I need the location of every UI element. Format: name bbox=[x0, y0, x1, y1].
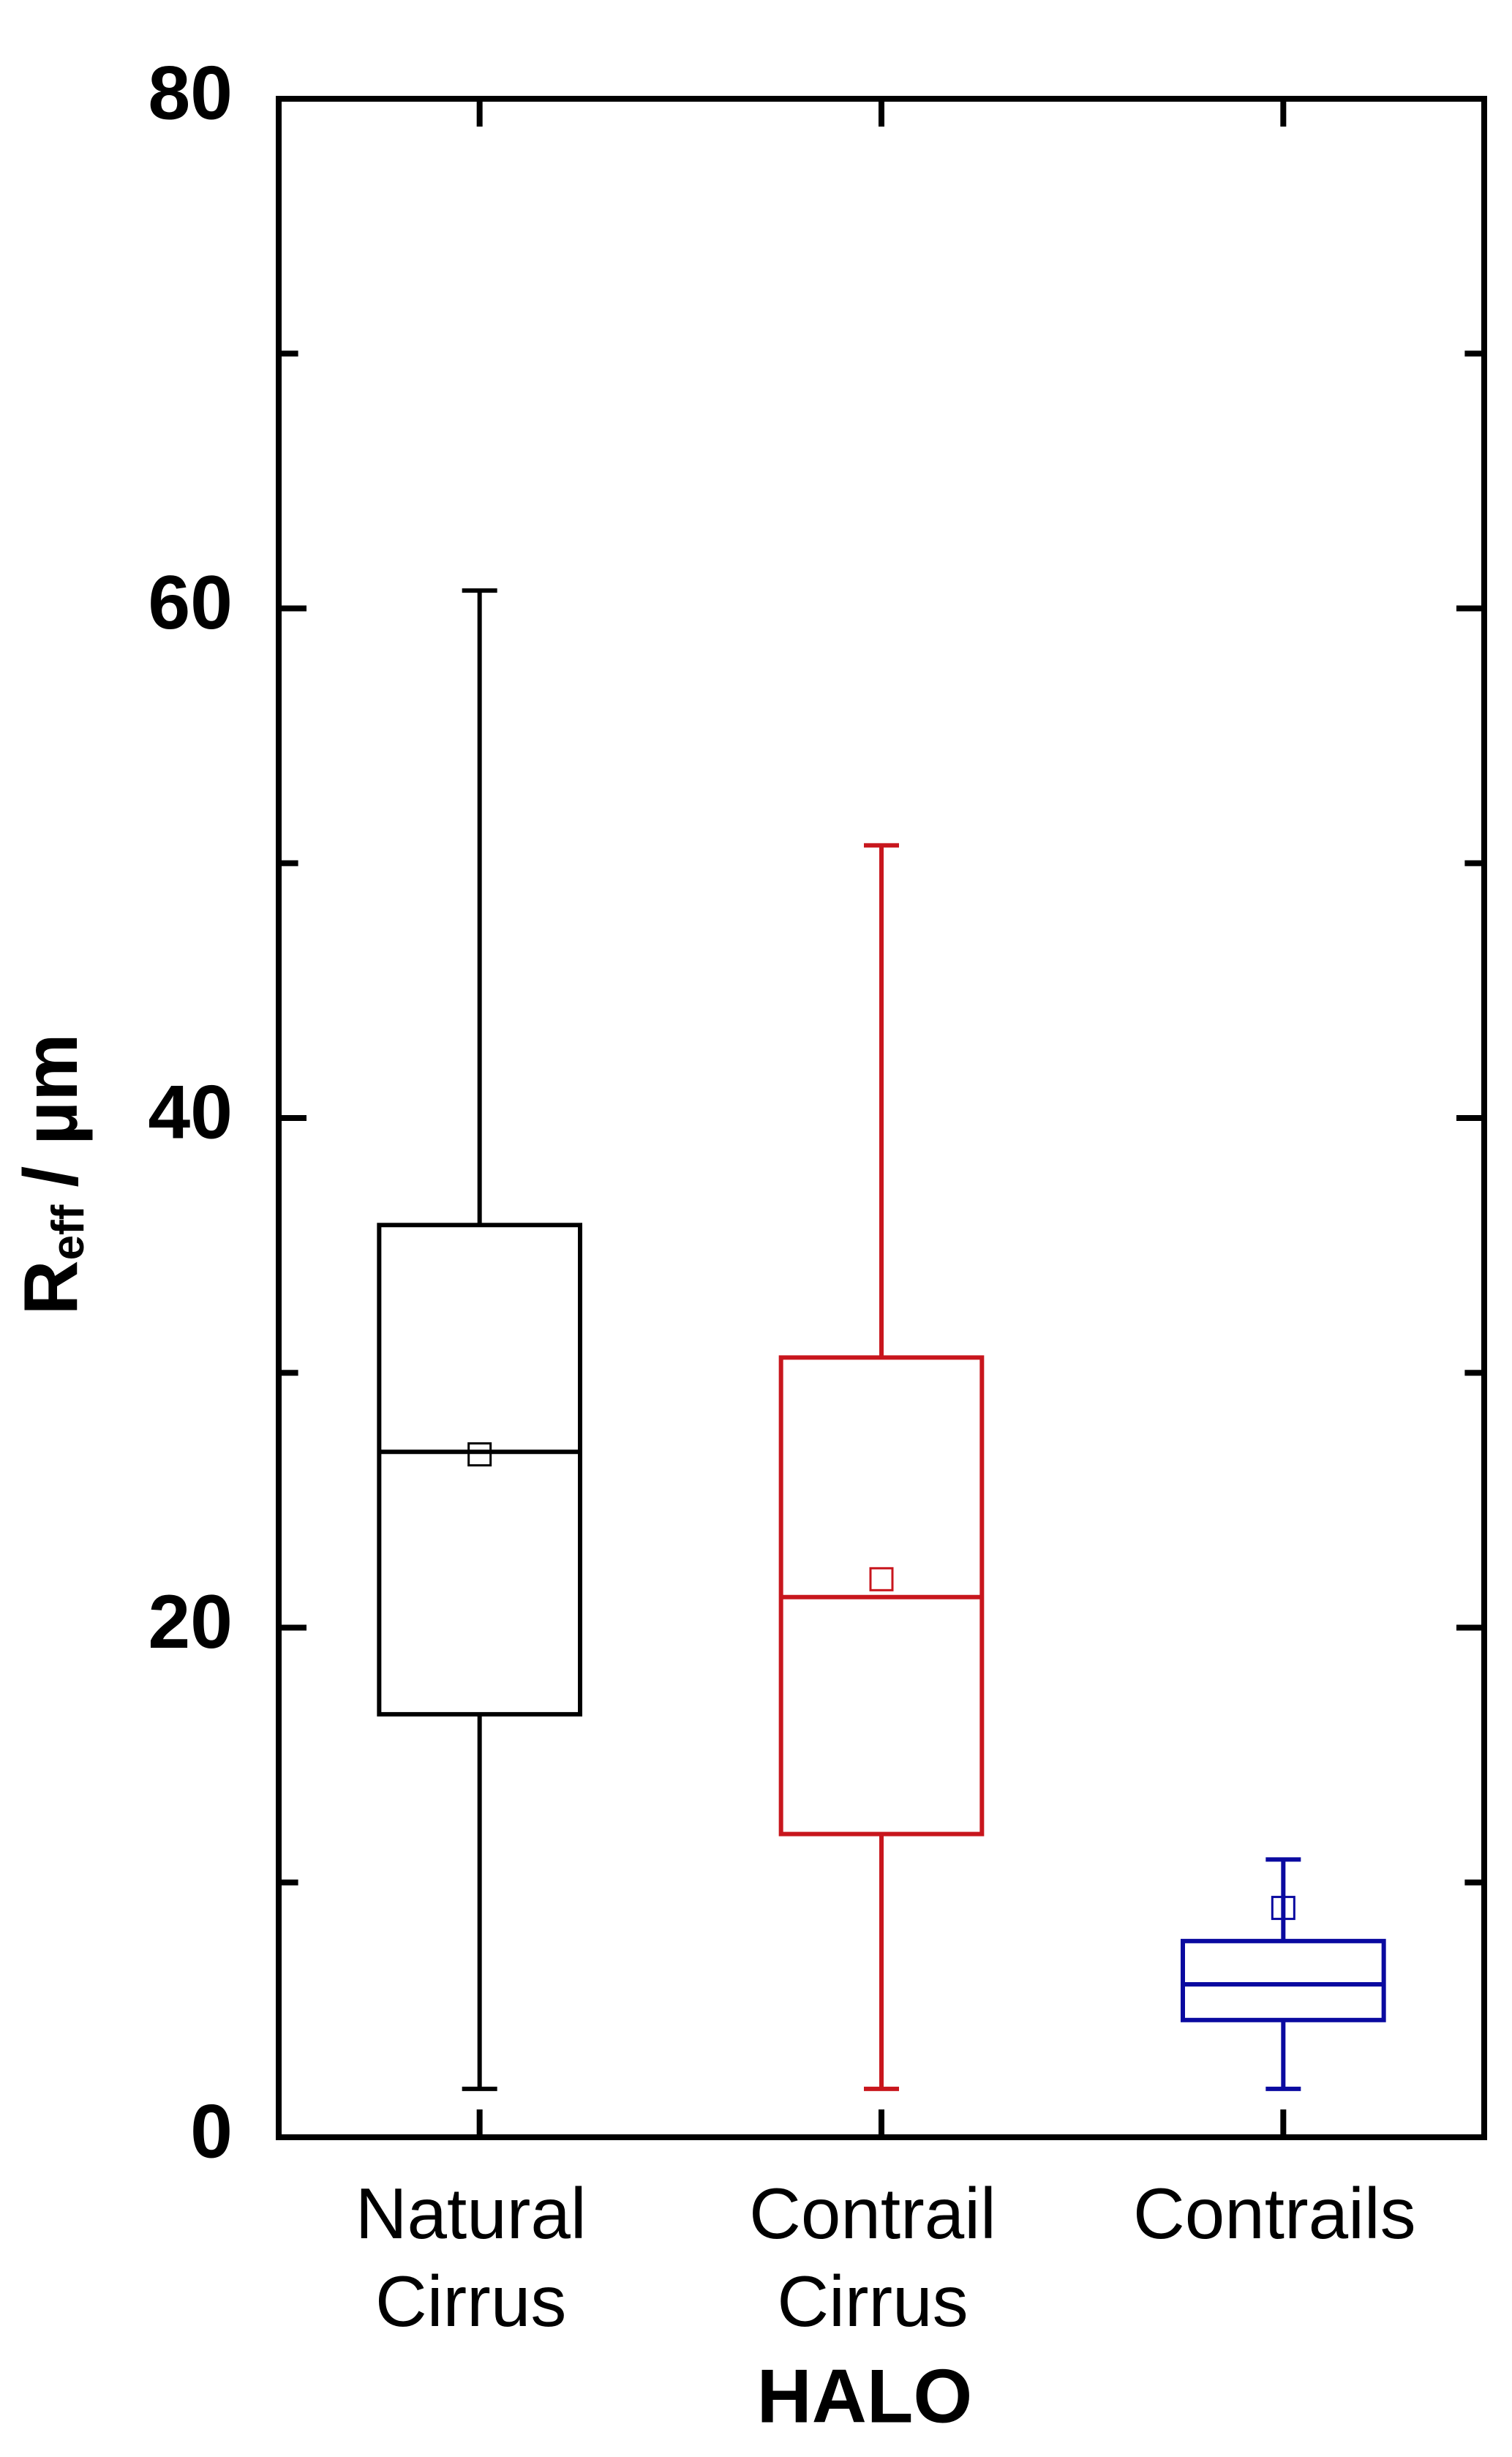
y-label-unit: / µm bbox=[9, 1033, 94, 1187]
y-tick-label: 80 bbox=[148, 50, 233, 135]
y-tick-label: 20 bbox=[148, 1580, 233, 1665]
x-tick-label: Cirrus bbox=[777, 2261, 968, 2341]
mean-marker bbox=[467, 1442, 492, 1467]
mean-marker bbox=[1271, 1896, 1295, 1921]
y-label-sub: eff bbox=[43, 1204, 94, 1260]
y-tick-label: 60 bbox=[148, 560, 233, 645]
x-tick-label: Cirrus bbox=[375, 2261, 566, 2341]
y-tick-label: 40 bbox=[148, 1070, 233, 1155]
y-tick-label: 0 bbox=[190, 2089, 233, 2174]
x-axis-label: HALO bbox=[757, 2354, 973, 2439]
y-axis-label: Reff / µm bbox=[9, 1033, 94, 1315]
y-label-main: R bbox=[9, 1260, 94, 1315]
box bbox=[1181, 1938, 1386, 2022]
mean-marker bbox=[869, 1567, 894, 1591]
box bbox=[377, 1223, 582, 1717]
x-tick-label: Natural bbox=[356, 2173, 587, 2254]
x-tick-label: Contrail bbox=[749, 2173, 996, 2254]
x-tick-label: Contrails bbox=[1133, 2173, 1416, 2254]
